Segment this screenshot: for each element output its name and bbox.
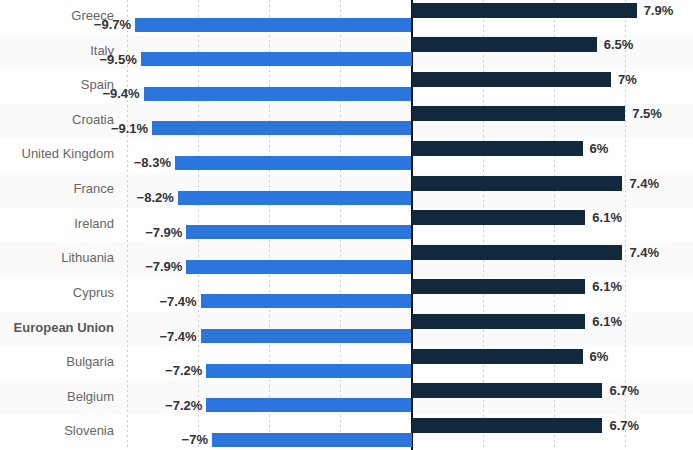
value-label-negative: −7.9% — [145, 259, 182, 274]
category-label: Italy — [0, 43, 114, 58]
value-label-negative: −9.5% — [100, 52, 137, 67]
value-label-negative: −9.4% — [102, 86, 139, 101]
value-label-positive: 7.4% — [629, 245, 659, 260]
bar-positive[interactable] — [412, 37, 597, 52]
bar-negative[interactable] — [175, 156, 412, 170]
category-label: Bulgaria — [0, 354, 114, 369]
value-label-negative: −9.7% — [94, 17, 131, 32]
bar-negative[interactable] — [201, 294, 412, 308]
bar-negative[interactable] — [186, 225, 411, 239]
bar-positive[interactable] — [412, 349, 583, 364]
bar-negative[interactable] — [178, 191, 412, 205]
value-label-positive: 7.4% — [629, 176, 659, 191]
bar-negative[interactable] — [141, 52, 412, 66]
value-label-negative: −7.4% — [159, 329, 196, 344]
category-label: Cyprus — [0, 285, 114, 300]
value-label-positive: 7.5% — [632, 106, 662, 121]
diverging-bar-chart: Greece7.9%−9.7%Italy6.5%−9.5%Spain7%−9.4… — [0, 0, 693, 450]
value-label-negative: −7.2% — [165, 398, 202, 413]
value-label-positive: 6.5% — [604, 37, 634, 52]
value-label-negative: −7.4% — [159, 294, 196, 309]
bar-negative[interactable] — [212, 433, 412, 447]
bar-positive[interactable] — [412, 141, 583, 156]
value-label-positive: 6% — [590, 349, 609, 364]
category-label: United Kingdom — [0, 146, 114, 161]
bar-positive[interactable] — [412, 279, 586, 294]
value-label-negative: −7.2% — [165, 363, 202, 378]
category-label: Spain — [0, 77, 114, 92]
bar-negative[interactable] — [206, 398, 411, 412]
category-label: European Union — [0, 320, 114, 335]
value-label-positive: 6.1% — [592, 279, 622, 294]
category-label: Belgium — [0, 389, 114, 404]
value-label-negative: −7.9% — [145, 225, 182, 240]
bar-positive[interactable] — [412, 106, 626, 121]
bar-positive[interactable] — [412, 245, 623, 260]
value-label-positive: 6% — [590, 141, 609, 156]
bar-negative[interactable] — [144, 87, 412, 101]
value-label-positive: 7.9% — [644, 3, 674, 18]
value-label-positive: 6.1% — [592, 314, 622, 329]
value-label-negative: −8.2% — [137, 190, 174, 205]
bar-positive[interactable] — [412, 383, 603, 398]
bar-negative[interactable] — [201, 329, 412, 343]
value-label-positive: 7% — [618, 72, 637, 87]
category-label: Croatia — [0, 112, 114, 127]
gridline — [127, 0, 128, 450]
value-label-positive: 6.7% — [609, 383, 639, 398]
bar-positive[interactable] — [412, 176, 623, 191]
value-label-positive: 6.7% — [609, 418, 639, 433]
value-label-positive: 6.1% — [592, 210, 622, 225]
bar-negative[interactable] — [152, 121, 411, 135]
category-label: France — [0, 181, 114, 196]
bar-positive[interactable] — [412, 72, 612, 87]
bar-negative[interactable] — [186, 260, 411, 274]
value-label-negative: −7% — [182, 432, 208, 447]
value-label-negative: −8.3% — [134, 155, 171, 170]
bar-negative[interactable] — [206, 364, 411, 378]
value-label-negative: −9.1% — [111, 121, 148, 136]
bar-positive[interactable] — [412, 210, 586, 225]
bar-positive[interactable] — [412, 418, 603, 433]
bar-negative[interactable] — [135, 18, 411, 32]
bar-positive[interactable] — [412, 3, 637, 18]
bar-positive[interactable] — [412, 314, 586, 329]
category-label: Lithuania — [0, 250, 114, 265]
category-label: Slovenia — [0, 423, 114, 438]
category-label: Ireland — [0, 216, 114, 231]
